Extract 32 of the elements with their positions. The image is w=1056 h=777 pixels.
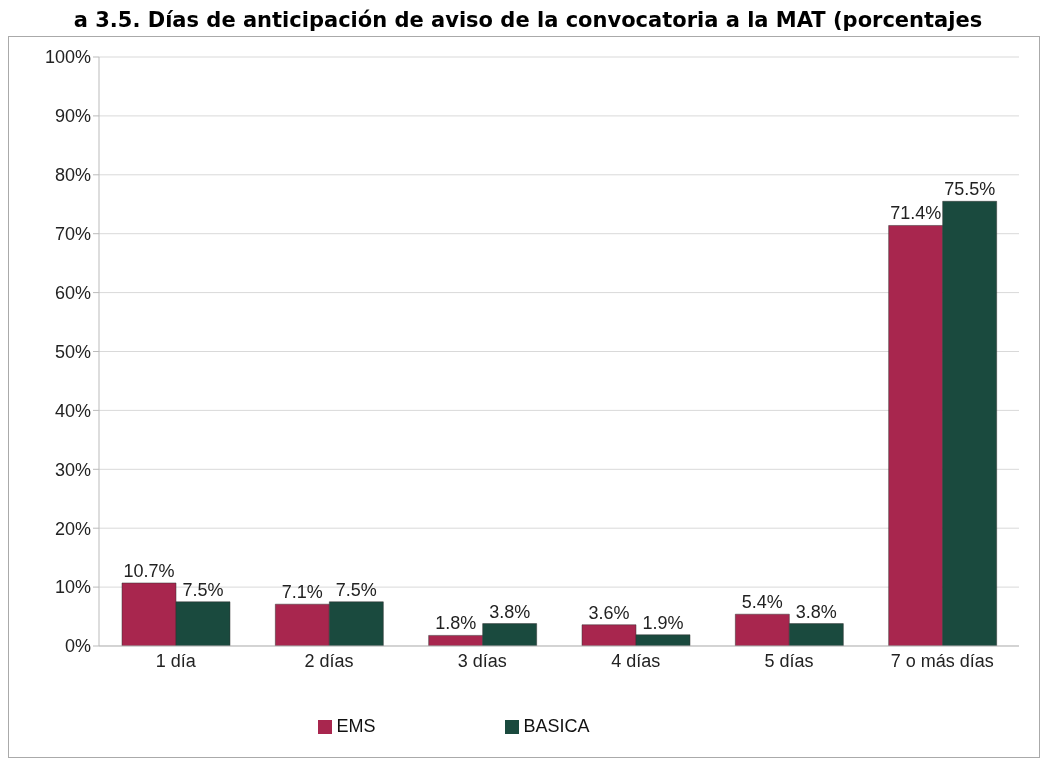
data-label: 7.5%: [182, 579, 224, 600]
data-label: 7.5%: [335, 579, 377, 600]
data-label: 75.5%: [944, 179, 996, 200]
y-tick-label: 20%: [54, 518, 91, 539]
y-tick-label: 80%: [54, 165, 91, 186]
data-label: 3.8%: [489, 601, 531, 622]
data-label: 1.8%: [435, 613, 477, 634]
y-tick-label: 30%: [54, 459, 91, 480]
data-label: 5.4%: [741, 592, 783, 613]
x-tick-label: 5 días: [764, 650, 814, 671]
x-tick-label: 4 días: [611, 650, 661, 671]
data-label: 1.9%: [642, 612, 684, 633]
y-tick-label: 50%: [54, 341, 91, 362]
y-tick-label: 60%: [54, 282, 91, 303]
data-label: 71.4%: [890, 203, 942, 224]
y-tick-label: 100%: [44, 47, 91, 68]
chart-title: a 3.5. Días de anticipación de aviso de la convocatoria a la MAT (porcentajes: [72, 8, 984, 34]
y-tick-label: 40%: [54, 400, 91, 421]
y-tick-label: 90%: [54, 106, 91, 127]
legend-label: EMS: [336, 716, 376, 736]
y-tick-label: 10%: [54, 577, 91, 598]
x-tick-label: 7 o más días: [890, 650, 994, 671]
x-tick-label: 2 días: [304, 650, 354, 671]
data-label: 7.1%: [281, 582, 323, 603]
legend-label: BASICA: [523, 716, 590, 736]
y-tick-label: 70%: [54, 224, 91, 245]
data-label: 3.8%: [795, 601, 837, 622]
data-label: 3.6%: [588, 602, 630, 623]
x-tick-label: 1 día: [155, 650, 197, 671]
data-label: 10.7%: [123, 560, 175, 581]
y-tick-label: 0%: [64, 636, 91, 657]
x-tick-label: 3 días: [457, 650, 507, 671]
